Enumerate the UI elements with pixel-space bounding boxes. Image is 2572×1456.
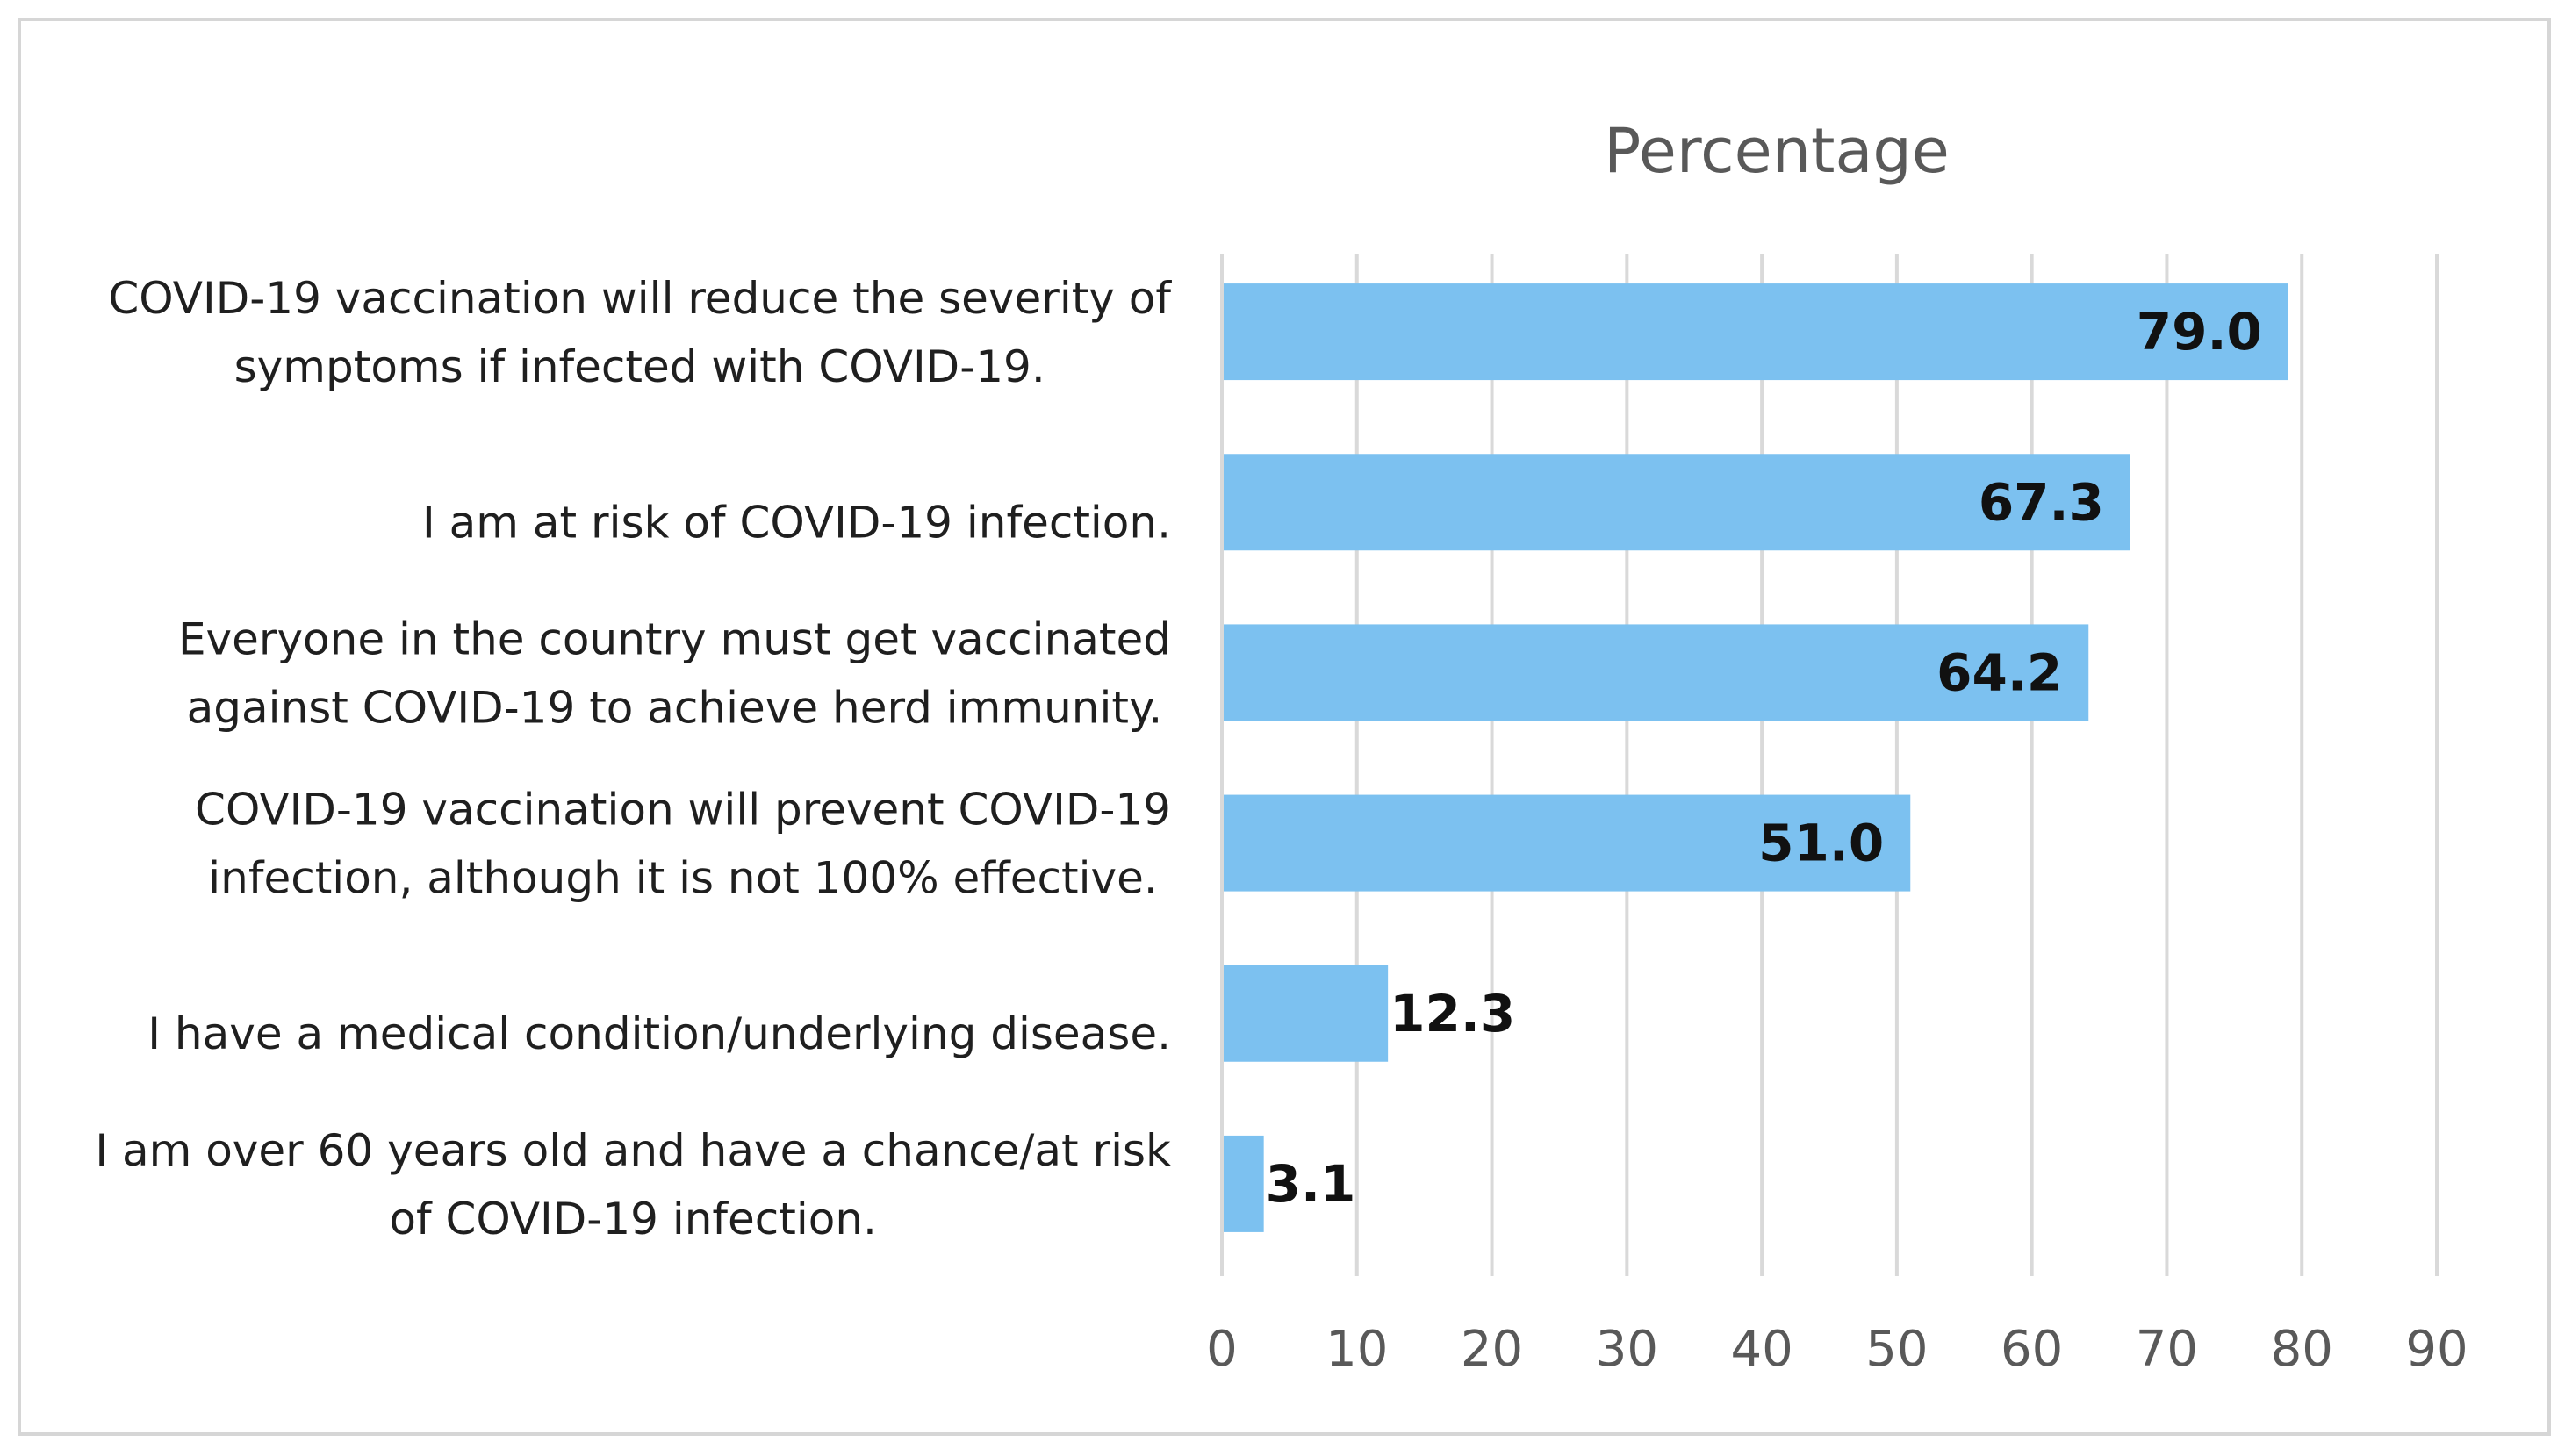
bar — [1224, 794, 1911, 892]
bar-value-label: 51.0 — [1758, 814, 1884, 873]
chart-title: Percentage — [1604, 115, 1950, 187]
bar — [1224, 1135, 1264, 1232]
chart-frame: Percentage 0 10 20 30 40 50 60 70 80 90 COVID-19 … — [18, 18, 2551, 1436]
category-label: COVID-19 vaccination will prevent COVID-… — [195, 785, 1171, 836]
bar-value-label: 67.3 — [1979, 472, 2104, 532]
category-label: COVID-19 vaccination will reduce the sev… — [108, 273, 1172, 324]
x-tick-label: 20 — [1461, 1321, 1523, 1378]
bar-value-label: 64.2 — [1936, 642, 2062, 702]
bars — [1224, 283, 2288, 1232]
x-tick-label: 60 — [2001, 1321, 2063, 1378]
bar — [1224, 454, 2130, 551]
category-label: against COVID-19 to achieve herd immunit… — [187, 682, 1163, 733]
category-labels: COVID-19 vaccination will reduce the sev… — [95, 273, 1172, 1244]
x-tick-label: 30 — [1596, 1321, 1658, 1378]
value-labels: 79.0 67.3 64.2 51.0 12.3 3.1 — [1266, 302, 2262, 1214]
category-label: I am over 60 years old and have a chance… — [95, 1125, 1171, 1176]
x-tick-label: 10 — [1326, 1321, 1388, 1378]
x-tick-label: 40 — [1730, 1321, 1792, 1378]
x-tick-label: 90 — [2405, 1321, 2468, 1378]
x-axis-ticks: 0 10 20 30 40 50 60 70 80 90 — [1206, 1321, 2468, 1378]
x-tick-label: 0 — [1206, 1321, 1238, 1378]
bar-value-label: 79.0 — [2137, 302, 2262, 362]
bar — [1224, 965, 1389, 1062]
category-label: infection, although it is not 100% effec… — [208, 853, 1157, 904]
bar-value-label: 3.1 — [1266, 1154, 1356, 1214]
bar-chart: Percentage 0 10 20 30 40 50 60 70 80 90 COVID-19 … — [95, 115, 2468, 1378]
category-label: I have a medical condition/underlying di… — [147, 1008, 1171, 1059]
bar — [1224, 283, 2288, 381]
gridlines — [1220, 254, 2439, 1276]
category-label: symptoms if infected with COVID-19. — [234, 341, 1045, 392]
x-tick-label: 70 — [2136, 1321, 2198, 1378]
x-tick-label: 80 — [2271, 1321, 2333, 1378]
bar-value-label: 12.3 — [1390, 984, 1515, 1044]
x-tick-label: 50 — [1865, 1321, 1928, 1378]
category-label: of COVID-19 infection. — [389, 1194, 877, 1244]
category-label: I am at risk of COVID-19 infection. — [422, 497, 1171, 548]
bar — [1224, 624, 2089, 721]
category-label: Everyone in the country must get vaccina… — [178, 613, 1171, 664]
